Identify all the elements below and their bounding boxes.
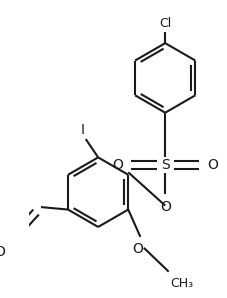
Text: CH₃: CH₃ xyxy=(169,277,192,290)
Text: O: O xyxy=(206,158,217,172)
Text: O: O xyxy=(159,200,170,214)
Text: I: I xyxy=(80,122,84,136)
Text: S: S xyxy=(160,158,169,172)
Text: Cl: Cl xyxy=(158,17,170,30)
Text: O: O xyxy=(132,242,143,256)
Text: O: O xyxy=(112,158,123,172)
Text: O: O xyxy=(0,245,5,259)
